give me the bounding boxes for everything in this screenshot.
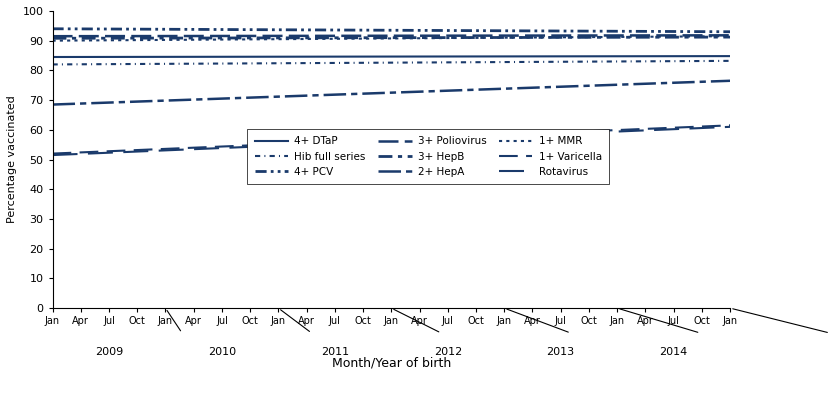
- Text: 2014: 2014: [659, 347, 687, 357]
- Legend: 4+ DTaP, Hib full series, 4+ PCV, 3+ Poliovirus, 3+ HepB, 2+ HepA, 1+ MMR, 1+ Va: 4+ DTaP, Hib full series, 4+ PCV, 3+ Pol…: [247, 129, 609, 184]
- X-axis label: Month/Year of birth: Month/Year of birth: [331, 357, 451, 370]
- Y-axis label: Percentage vaccinated: Percentage vaccinated: [7, 96, 17, 223]
- Text: 2009: 2009: [94, 347, 123, 357]
- Text: 2011: 2011: [320, 347, 349, 357]
- Text: 2013: 2013: [546, 347, 574, 357]
- Text: 2012: 2012: [433, 347, 461, 357]
- Text: 2010: 2010: [207, 347, 236, 357]
